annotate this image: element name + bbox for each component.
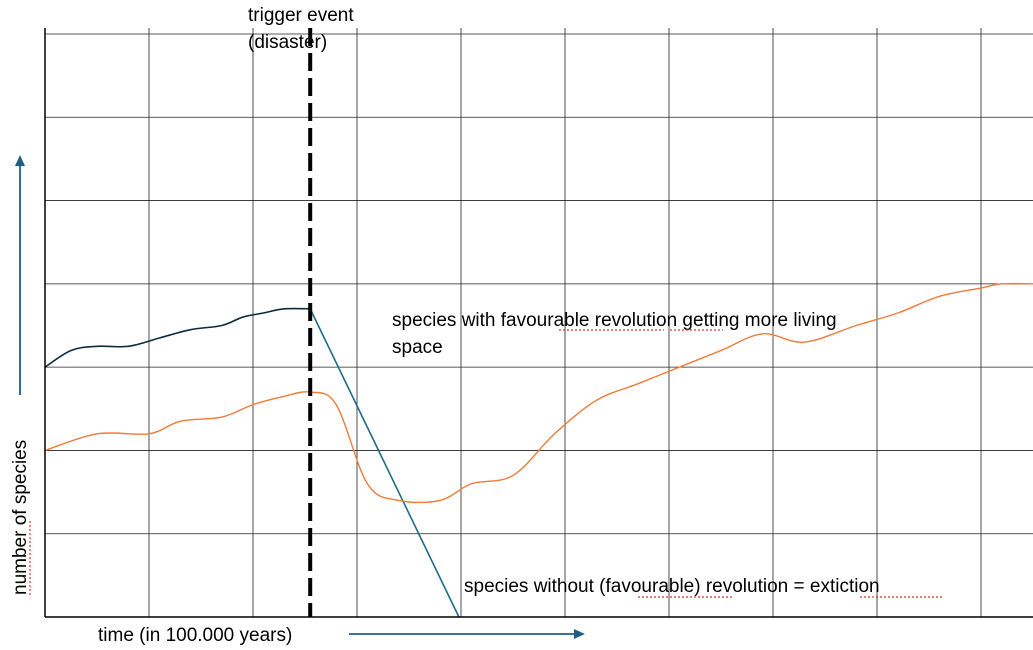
grid xyxy=(45,28,1033,617)
y-arrow-head xyxy=(15,155,25,166)
series-line-1 xyxy=(44,307,311,368)
annotation-favourable-line1: species with favourable revolution getti… xyxy=(392,310,837,331)
x-arrow-head xyxy=(574,629,585,639)
annotation-extinction: species without (favourable) revolution … xyxy=(464,576,880,597)
series-line-3 xyxy=(44,282,1033,504)
x-axis-label: time (in 100.000 years) xyxy=(98,625,292,646)
series-line-2 xyxy=(309,308,460,618)
y-axis-label: number of species xyxy=(10,440,31,595)
event-label-line1: trigger event xyxy=(248,5,354,26)
series-layer xyxy=(44,282,1033,618)
event-label-line2: (disaster) xyxy=(248,32,327,53)
annotation-favourable-line2: space xyxy=(392,337,443,358)
